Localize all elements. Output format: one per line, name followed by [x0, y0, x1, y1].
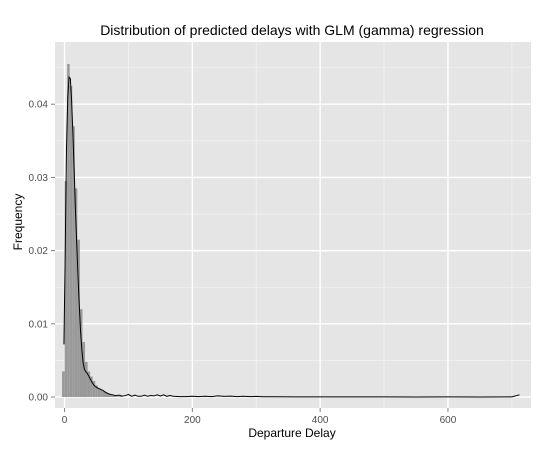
histogram-bar: [90, 376, 93, 398]
histogram-bar: [82, 342, 86, 398]
histogram-bar: [77, 239, 80, 398]
histogram-bar: [79, 309, 83, 398]
histogram-bar: [72, 126, 75, 398]
histogram-bar: [62, 371, 65, 398]
y-axis: 0.00 0.01 0.02 0.03 0.04: [29, 100, 55, 404]
histogram-bar: [95, 385, 98, 398]
histogram-bar: [108, 394, 111, 398]
x-tick-label: 400: [312, 415, 329, 426]
chart-title: Distribution of predicted delays with GL…: [100, 22, 484, 38]
histogram-bar: [85, 361, 88, 398]
x-axis: 0 200 400 600: [62, 408, 457, 426]
histogram-bar: [97, 388, 101, 398]
histogram-bar: [113, 395, 116, 398]
x-tick-label: 600: [440, 415, 457, 426]
y-tick-label: 0.03: [29, 173, 49, 184]
histogram-bars: [62, 63, 123, 398]
histogram-bar: [87, 371, 91, 398]
minor-gridlines: [55, 42, 531, 408]
histogram-bar: [64, 181, 68, 398]
histogram-bar: [110, 394, 114, 398]
x-tick-label: 200: [184, 415, 201, 426]
histogram-bar: [105, 392, 109, 398]
plot-panel: [55, 42, 531, 408]
histogram-bar: [102, 391, 106, 398]
histogram-bar: [74, 188, 78, 398]
x-axis-title: Departure Delay: [248, 426, 335, 440]
y-tick-label: 0.01: [29, 319, 49, 330]
density-curve: [63, 75, 520, 398]
y-tick-label: 0.02: [29, 246, 49, 257]
histogram-bar: [100, 389, 103, 398]
histogram-bar: [92, 380, 96, 398]
histogram-bar: [67, 63, 70, 398]
y-tick-label: 0.00: [29, 393, 49, 404]
histogram-bar: [69, 85, 73, 398]
x-tick-label: 0: [62, 415, 68, 426]
y-tick-label: 0.04: [29, 100, 49, 111]
y-axis-title: Frequency: [11, 194, 25, 251]
histogram-bar: [115, 396, 123, 398]
